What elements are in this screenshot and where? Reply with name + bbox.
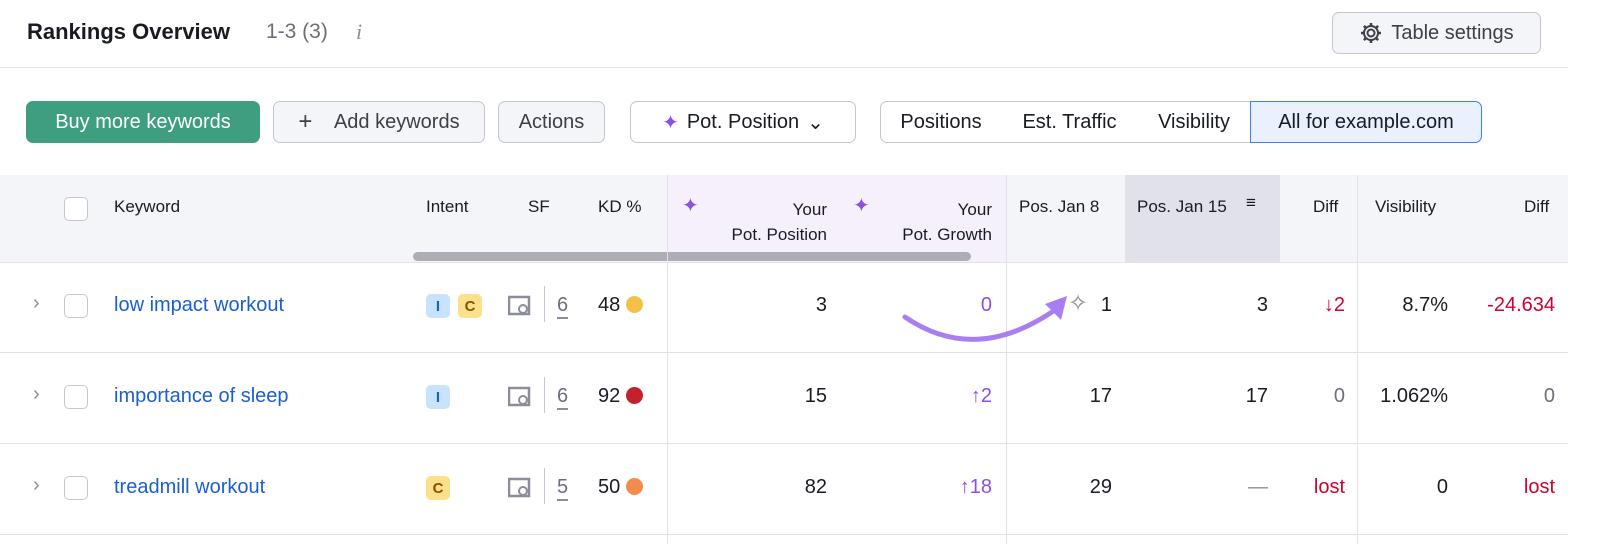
- expand-chevron-icon[interactable]: ›: [33, 383, 40, 405]
- sf-count[interactable]: 6: [557, 385, 569, 410]
- intent-badge: C: [426, 476, 450, 500]
- col-diff[interactable]: Diff: [1313, 197, 1339, 216]
- gear-icon: [1361, 23, 1382, 43]
- col-kd[interactable]: KD %: [598, 197, 642, 216]
- row-checkbox[interactable]: [64, 385, 88, 409]
- sf-count[interactable]: 5: [557, 476, 569, 501]
- row-checkbox[interactable]: [64, 294, 88, 318]
- pos-jan8: 17: [1089, 385, 1112, 407]
- visibility: 1.062%: [1380, 385, 1448, 407]
- serp-features-icon[interactable]: [508, 386, 532, 408]
- kd-number: 50: [598, 476, 621, 498]
- horizontal-scrollbar[interactable]: [413, 252, 971, 261]
- sort-icon[interactable]: ≡: [1246, 193, 1256, 212]
- result-count: 1-3 (3): [266, 20, 328, 43]
- pot-growth: ↑2: [970, 385, 992, 407]
- kd-number: 48: [598, 294, 621, 316]
- featured-snippet-icon: ✧: [1068, 290, 1089, 317]
- visibility-diff: 0: [1543, 385, 1555, 407]
- segment-visibility[interactable]: Visibility: [1138, 101, 1251, 143]
- col-sf[interactable]: SF: [528, 197, 550, 216]
- sparkle-icon: ✦: [662, 111, 679, 134]
- expand-chevron-icon[interactable]: ›: [33, 474, 40, 496]
- actions-button[interactable]: Actions: [498, 101, 605, 143]
- select-all-checkbox[interactable]: [64, 197, 88, 221]
- serp-features-icon[interactable]: [508, 295, 532, 317]
- pot-position: 3: [815, 294, 827, 316]
- col-pot-position-line2: Pot. Position: [731, 225, 827, 244]
- table-settings-button[interactable]: Table settings: [1332, 12, 1541, 54]
- col-intent[interactable]: Intent: [426, 197, 469, 216]
- kd-dot-icon: [626, 296, 644, 313]
- pos-jan15: —: [1248, 476, 1268, 498]
- keyword-link[interactable]: treadmill workout: [114, 476, 266, 498]
- page-title: Rankings Overview: [27, 19, 230, 44]
- buy-more-keywords-button[interactable]: Buy more keywords: [26, 101, 260, 143]
- pos-diff: lost: [1313, 476, 1345, 498]
- chevron-down-icon: ⌄: [807, 111, 824, 134]
- col-pot-position[interactable]: Your Pot. Position: [700, 197, 827, 247]
- table-row: › importance of sleep I 6 92 15 ↑2 17 17…: [0, 353, 1568, 444]
- kd-value: 48: [598, 294, 644, 317]
- intent-badge: I: [426, 294, 450, 318]
- pos-jan15: 17: [1245, 385, 1268, 407]
- col-visibility[interactable]: Visibility: [1375, 197, 1437, 216]
- annotation-arrow-icon: [902, 296, 1067, 342]
- table-header: Keyword Intent SF KD % ✦ Your Pot. Positi…: [0, 175, 1568, 263]
- kd-number: 92: [598, 385, 621, 407]
- pos-jan15: 3: [1256, 294, 1268, 316]
- col-pos-jan8[interactable]: Pos. Jan 8: [1019, 197, 1100, 216]
- table-row: › treadmill workout C 5 50 82 ↑18 29 — l…: [0, 444, 1568, 535]
- add-keywords-label: Add keywords: [333, 110, 460, 133]
- kd-value: 92: [598, 385, 644, 408]
- pot-position-dropdown[interactable]: ✦ Pot. Position ⌄: [630, 101, 856, 143]
- info-icon[interactable]: i: [356, 19, 363, 44]
- keyword-link[interactable]: importance of sleep: [114, 385, 289, 407]
- kd-dot-icon: [626, 387, 644, 404]
- col-pos-jan15[interactable]: Pos. Jan 15: [1137, 197, 1227, 216]
- pos-diff: 0: [1333, 385, 1345, 407]
- segment-est-traffic[interactable]: Est. Traffic: [1001, 101, 1139, 143]
- visibility: 8.7%: [1402, 294, 1448, 316]
- pot-position-label: Pot. Position: [686, 110, 800, 133]
- sf-count[interactable]: 6: [557, 294, 569, 319]
- add-keywords-button[interactable]: + Add keywords: [273, 101, 485, 143]
- segment-all[interactable]: All for example.com: [1250, 101, 1482, 143]
- segment-positions[interactable]: Positions: [880, 101, 1002, 143]
- pot-position: 82: [804, 476, 827, 498]
- intent-badge: C: [458, 294, 482, 318]
- col-pot-position-line1: Your: [792, 200, 827, 219]
- pot-growth: 0: [980, 294, 992, 316]
- col-pot-growth-line2: Pot. Growth: [902, 225, 992, 244]
- keyword-link[interactable]: low impact workout: [114, 294, 285, 316]
- serp-features-icon[interactable]: [508, 477, 532, 499]
- col-pot-growth[interactable]: Your Pot. Growth: [870, 197, 992, 247]
- plus-icon: +: [298, 108, 313, 135]
- visibility: 0: [1436, 476, 1448, 498]
- row-checkbox[interactable]: [64, 476, 88, 500]
- pos-jan8: 1: [1100, 294, 1112, 316]
- col-keyword[interactable]: Keyword: [114, 197, 181, 216]
- pot-position: 15: [804, 385, 827, 407]
- col-pot-growth-line1: Your: [957, 200, 992, 219]
- kd-value: 50: [598, 476, 644, 499]
- pos-diff: ↓2: [1323, 294, 1345, 316]
- col-visibility-diff[interactable]: Diff: [1524, 197, 1550, 216]
- table-settings-label: Table settings: [1391, 21, 1514, 44]
- visibility-diff: -24.634: [1487, 294, 1555, 316]
- kd-dot-icon: [626, 478, 644, 495]
- expand-chevron-icon[interactable]: ›: [33, 292, 40, 314]
- pos-jan8: 29: [1089, 476, 1112, 498]
- intent-badge: I: [426, 385, 450, 409]
- sparkle-icon: ✦: [853, 195, 870, 217]
- sparkle-icon: ✦: [682, 195, 699, 217]
- pot-growth: ↑18: [959, 476, 992, 498]
- visibility-diff: lost: [1523, 476, 1555, 498]
- page-header: Rankings Overview 1-3 (3) i Table settin…: [0, 0, 1568, 68]
